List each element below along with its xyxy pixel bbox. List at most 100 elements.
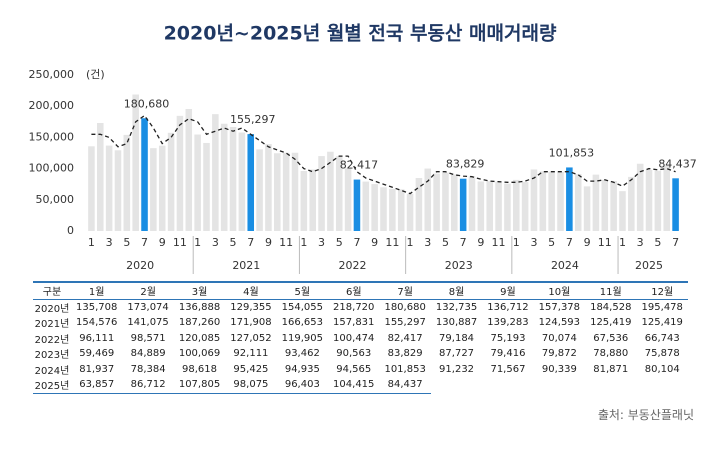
y-tick-label: 100,000 (29, 162, 75, 175)
x-tick-label: 11 (598, 236, 612, 249)
table-header: 구분 1월 2월 3월 4월 5월 6월 7월 8월 9월 10월 11월 12월 (33, 281, 688, 300)
bar (557, 171, 564, 231)
table-cell: 125,419 (641, 317, 683, 329)
value-label: 155,297 (230, 113, 276, 126)
x-tick-label: 9 (371, 236, 378, 249)
bar (512, 179, 520, 231)
table-header-cell: 4월 (225, 281, 277, 300)
table-header-cell: 1월 (71, 281, 123, 300)
bar (433, 173, 440, 231)
table-row: 2025년 63,857 86,712 107,805 98,075 96,403 104,… (33, 377, 688, 394)
x-tick-label: 7 (672, 236, 679, 249)
bar (123, 134, 131, 231)
bar (105, 145, 113, 231)
bar (451, 174, 458, 231)
table-cell: 91,232 (439, 363, 475, 375)
value-label: 83,829 (446, 158, 485, 171)
year-label: 2020 (126, 259, 154, 272)
table-header-cell: 8월 (430, 281, 483, 300)
table-cell: 124,593 (538, 317, 581, 329)
table-cell: 125,419 (590, 317, 632, 329)
value-label: 101,853 (549, 146, 595, 159)
bar (194, 134, 201, 231)
source: 출처: 부동산플래닛 (597, 408, 694, 422)
x-tick-label: 3 (424, 236, 431, 249)
bar (397, 189, 405, 231)
table-cell: 100,069 (178, 348, 221, 360)
table-cell: 87,727 (439, 348, 475, 360)
value-label: 84,437 (658, 157, 697, 170)
x-tick-label: 11 (173, 236, 187, 249)
x-tick-label: 7 (460, 236, 467, 249)
table-cell: 100,474 (333, 332, 375, 344)
x-tick-label: 9 (159, 236, 166, 249)
table-cell: 2021년 (34, 319, 70, 331)
table-cell: 79,184 (439, 332, 475, 344)
table-cell: 171,908 (230, 317, 272, 329)
table-cell: 96,111 (79, 332, 115, 344)
table-cell: 66,743 (644, 332, 680, 344)
trend-line (91, 114, 676, 195)
x-tick-label: 11 (279, 236, 293, 249)
x-tick-label: 3 (318, 236, 325, 249)
bar (327, 151, 334, 231)
table-header-cell: 7월 (379, 281, 431, 300)
table-row: 2021년 154,576 141,075 187,260 171,908 166,653… (33, 315, 688, 331)
table-cell: 78,880 (593, 348, 629, 360)
table-cell: 79,872 (541, 348, 577, 360)
bar (265, 144, 272, 231)
bar (521, 182, 529, 231)
table-cell: 107,805 (173, 377, 226, 394)
table-header-cell: 6월 (328, 281, 380, 300)
table-cell: 59,469 (79, 348, 115, 360)
chart: 2020년~2025년 월별 전국 부동산 매매거래량 (건) 0 50,000 1… (29, 23, 697, 274)
table-cell: 92,111 (233, 348, 269, 360)
bar (132, 94, 139, 231)
bar (335, 156, 343, 231)
x-tick-label: 1 (300, 236, 307, 249)
bar (486, 181, 493, 231)
table-row: 2022년 96,111 98,571 120,085 127,052 119,905 10… (33, 331, 688, 347)
x-tick-label: 1 (619, 236, 626, 249)
table-cell: 94,935 (284, 363, 320, 375)
table-cell: 79,416 (490, 348, 526, 360)
bar (212, 114, 219, 231)
bar (247, 134, 255, 231)
table-cell: 81,937 (79, 363, 115, 375)
bar (185, 109, 193, 231)
table-cell: 81,871 (593, 363, 629, 375)
bar (256, 149, 263, 231)
table-cell: 86,712 (122, 377, 174, 394)
bar (141, 118, 148, 231)
bar (459, 178, 467, 231)
table-header-cell: 5월 (276, 281, 329, 300)
table-cell: 80,104 (644, 363, 680, 375)
table-cell: 93,462 (284, 348, 320, 360)
x-tick-label: 5 (123, 236, 130, 249)
table-cell: 98,075 (225, 377, 277, 394)
x-tick-label: 1 (194, 236, 201, 249)
y-tick-label: 0 (67, 224, 74, 237)
table-cell: 2022년 (34, 334, 70, 346)
x-tick-label: 9 (477, 236, 484, 249)
bar (158, 145, 166, 231)
bar (97, 123, 104, 231)
chart-title: 2020년~2025년 월별 전국 부동산 매매거래량 (164, 23, 557, 45)
year-label: 2023 (445, 259, 473, 272)
table-cell: 82,417 (387, 332, 423, 344)
y-tick-label: 50,000 (36, 193, 75, 206)
unit-label: (건) (86, 68, 105, 81)
table-cell: 84,889 (130, 348, 166, 360)
table-cell: 119,905 (281, 332, 323, 344)
table-cell: 96,403 (276, 377, 329, 394)
x-tick-label: 3 (637, 236, 644, 249)
x-tick-label: 7 (141, 236, 148, 249)
bar (150, 148, 157, 231)
table-header-cell: 9월 (482, 281, 534, 300)
table-header-cell: 2월 (122, 281, 174, 300)
bar (344, 168, 352, 231)
table-cell: 173,074 (127, 301, 169, 313)
bar (442, 172, 449, 231)
bar (424, 168, 432, 231)
